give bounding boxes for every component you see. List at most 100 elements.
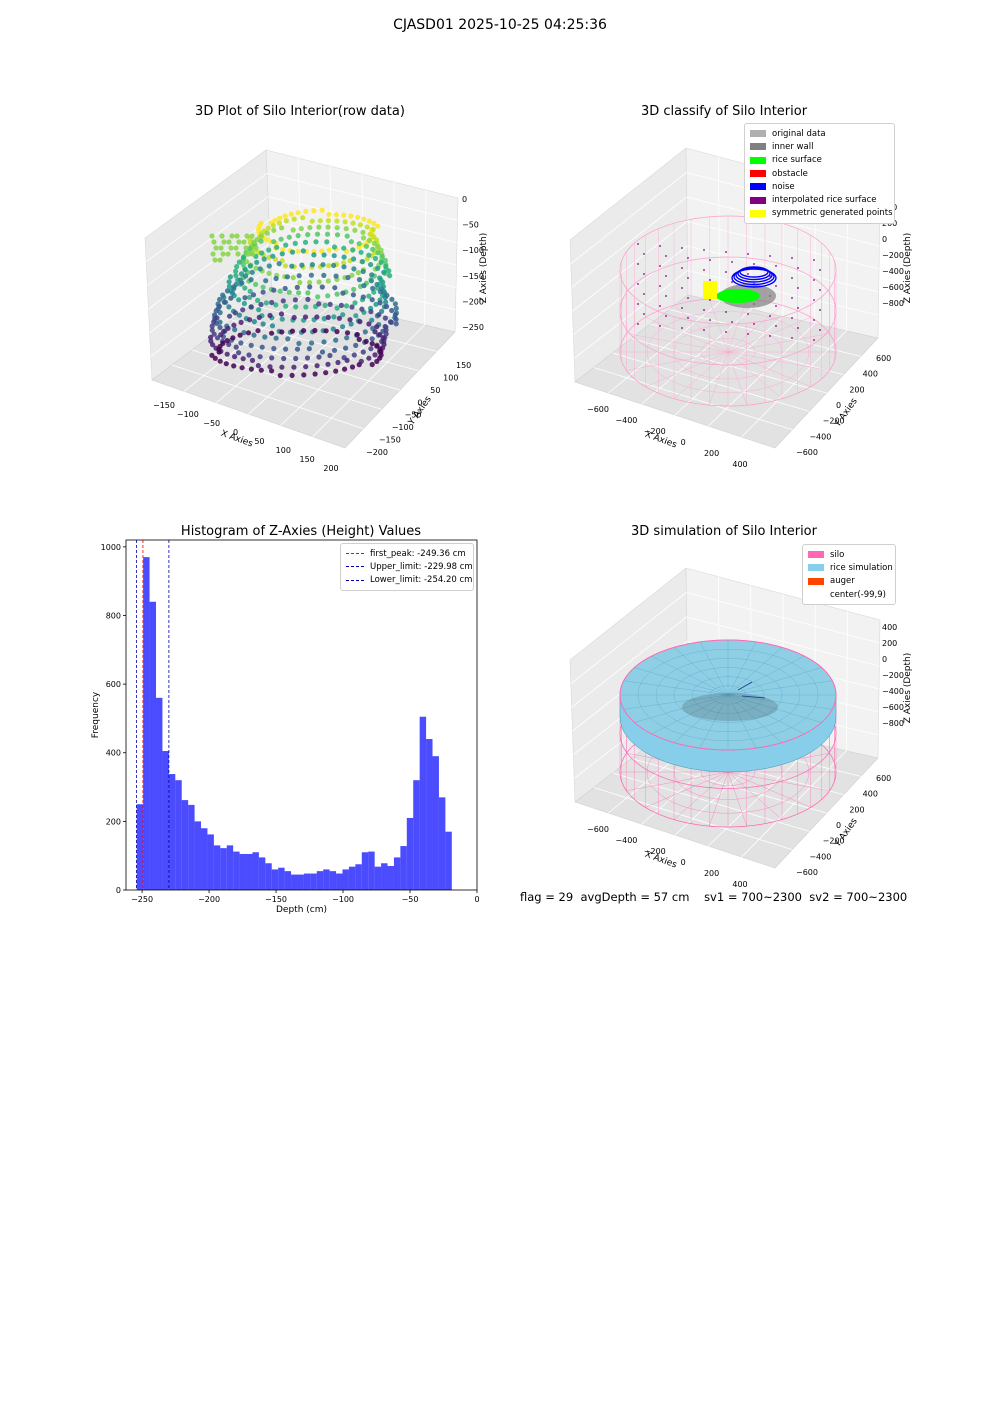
p1-point (230, 335, 236, 341)
histogram-x-tick: −200 (198, 895, 220, 904)
p1-point (260, 252, 266, 258)
p2-silo-floor-spoke (673, 305, 729, 353)
legend-swatch (808, 591, 824, 599)
p1-point (311, 208, 317, 214)
p2-interp-point (813, 279, 815, 281)
histogram-bar (194, 821, 202, 890)
p1-point (283, 242, 289, 248)
p1-point (379, 251, 385, 257)
p2-grid (650, 323, 844, 376)
p2-interp-point (681, 267, 683, 269)
p1-point (225, 325, 231, 331)
p1-point (372, 266, 378, 272)
p1-point (351, 266, 357, 272)
p2-z-label: Z Axies (Depth) (903, 233, 913, 304)
p1-grid (270, 266, 456, 311)
p1-point (359, 297, 366, 303)
p4-grid (814, 602, 816, 744)
legend-label: noise (772, 181, 795, 192)
p1-point (382, 257, 388, 264)
p4-grid (612, 772, 810, 832)
p1-point (217, 319, 223, 325)
histogram-x-tick: 0 (474, 895, 479, 904)
p2-interp-point (681, 327, 683, 329)
p2-interp-point (813, 299, 815, 301)
p1-point (359, 259, 366, 265)
p2-noise (733, 267, 775, 286)
p1-y-label: Y Axies (406, 394, 434, 427)
p1-point (253, 253, 259, 259)
p1-point (291, 264, 297, 270)
p1-x-tick: 150 (300, 455, 315, 464)
legend-line (346, 579, 364, 581)
p1-point (351, 352, 357, 358)
p1-point (299, 262, 305, 268)
p1-point (248, 262, 254, 268)
p1-point (260, 234, 266, 240)
p2-symmetric-points (703, 281, 717, 299)
p1-grid (329, 165, 334, 305)
p1-point (223, 299, 229, 305)
p4-grid (708, 743, 815, 847)
p2-interp-point (709, 299, 711, 301)
p1-point (300, 215, 306, 221)
legend-label: obstacle (772, 168, 808, 179)
p1-point (357, 319, 363, 325)
p1-point (283, 346, 289, 352)
p1-point (269, 323, 276, 329)
p1-point (389, 307, 395, 314)
p1-point (333, 261, 340, 267)
p1-point (254, 237, 260, 243)
p2-silo-floor-spoke (727, 305, 783, 353)
p1-point (226, 304, 232, 310)
p4-auger (737, 681, 753, 691)
p1-y-tick: −100 (392, 423, 414, 432)
p2-interp-point (643, 253, 645, 255)
p1-point (377, 300, 383, 306)
p4-y-label: Y Axies (832, 816, 860, 849)
p1-grid (280, 317, 395, 426)
p1-point (237, 277, 243, 283)
p1-grid (231, 319, 419, 372)
p1-point (229, 233, 235, 239)
p2-interp-point (813, 339, 815, 341)
p4-x-tick: −400 (615, 836, 637, 845)
p2-silo-ring (619, 215, 837, 325)
histogram-y-tick: 1000 (101, 543, 121, 552)
p1-point (379, 253, 385, 259)
p1-point (269, 355, 275, 361)
p1-point (245, 330, 252, 336)
p1-point (217, 343, 223, 349)
p2-silo-floor-ring (646, 311, 810, 393)
legend-label: first_peak: -249.36 cm (370, 548, 466, 559)
p1-point (270, 222, 276, 229)
p1-grid (361, 173, 364, 312)
p1-point (249, 357, 256, 363)
p4-rice-mesh (655, 658, 801, 732)
legend-label: auger (830, 576, 855, 587)
p4-silo-floor-spoke (626, 771, 729, 792)
legend-label: Lower_limit: -254.20 cm (370, 575, 473, 586)
p1-point (344, 233, 350, 239)
p2-interp-point (703, 269, 705, 271)
p4-z-tick: 400 (882, 623, 897, 632)
p1-point (342, 275, 348, 281)
p1-point (257, 354, 263, 360)
p1-point (320, 262, 326, 268)
p1-point (305, 290, 311, 296)
histogram-bar (445, 831, 452, 890)
p2-grid (741, 330, 847, 438)
p1-point (389, 296, 395, 302)
p1-point (349, 304, 355, 310)
p1-z-tick: −150 (462, 272, 484, 281)
p1-point (282, 263, 289, 269)
p1-point (348, 213, 354, 219)
p1-point (297, 279, 303, 286)
p1-point (235, 277, 241, 283)
p1-point (224, 338, 230, 344)
p1-point (387, 273, 393, 279)
p1-point (369, 297, 375, 303)
p1-grid (269, 242, 457, 288)
p1-y-tick: 100 (443, 373, 458, 382)
sv1-text: sv1 = 700~2300 (704, 890, 802, 904)
